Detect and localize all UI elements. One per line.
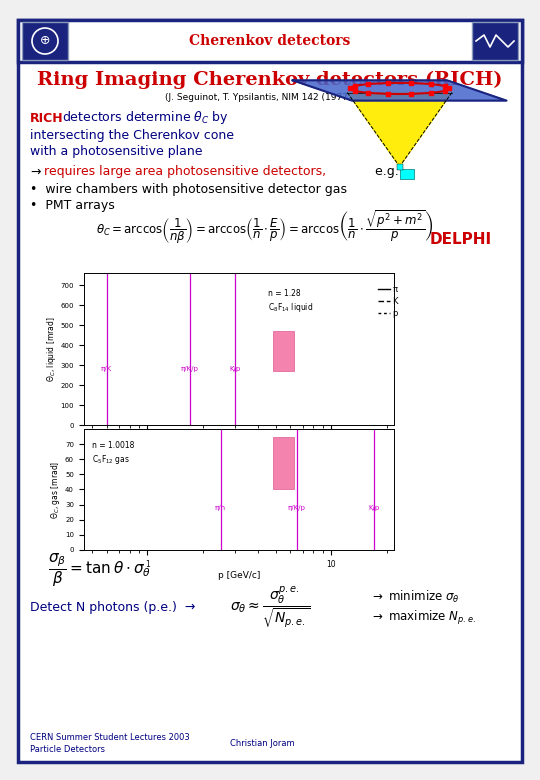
Text: $\rightarrow$ minimize $\sigma_\theta$: $\rightarrow$ minimize $\sigma_\theta$ [370, 589, 460, 605]
Text: DELPHI: DELPHI [430, 232, 492, 247]
Text: $\sigma_\theta \approx \dfrac{\sigma_\theta^{p.e.}}{\sqrt{N_{p.e.}}}$: $\sigma_\theta \approx \dfrac{\sigma_\th… [230, 585, 310, 631]
Text: $\rightarrow$ maximize $N_{p.e.}$: $\rightarrow$ maximize $N_{p.e.}$ [370, 609, 476, 627]
Text: with a photosensitive plane: with a photosensitive plane [30, 146, 202, 158]
Text: Cherenkov detectors: Cherenkov detectors [190, 34, 350, 48]
Text: C$_5$F$_{12}$ gas: C$_5$F$_{12}$ gas [92, 453, 130, 466]
Bar [400, 169, 414, 179]
Text: requires large area photosensitive detectors,: requires large area photosensitive detec… [44, 165, 326, 179]
Polygon shape [293, 80, 507, 101]
Text: n = 1.28: n = 1.28 [267, 289, 300, 298]
Text: CERN Summer Student Lectures 2003: CERN Summer Student Lectures 2003 [30, 733, 190, 743]
Text: n = 1.0018: n = 1.0018 [92, 441, 134, 450]
Text: intersecting the Cherenkov cone: intersecting the Cherenkov cone [30, 129, 234, 141]
Text: C$_8$F$_{14}$ liquid: C$_8$F$_{14}$ liquid [267, 301, 313, 314]
X-axis label: p [GeV/c]: p [GeV/c] [218, 572, 260, 580]
Text: Detect N photons (p.e.)  →: Detect N photons (p.e.) → [30, 601, 195, 615]
Text: K/p: K/p [230, 366, 241, 372]
Bar [273, 331, 294, 371]
Text: K: K [393, 296, 398, 306]
Bar [472, 22, 518, 60]
Text: ⊕: ⊕ [40, 34, 50, 48]
Text: π: π [393, 285, 397, 293]
Text: $\theta_C = \arccos\!\left(\dfrac{1}{n\beta}\right) = \arccos\!\left(\dfrac{1}{n: $\theta_C = \arccos\!\left(\dfrac{1}{n\b… [96, 208, 434, 246]
Text: Ring Imaging Cherenkov detectors (RICH): Ring Imaging Cherenkov detectors (RICH) [37, 71, 503, 89]
Y-axis label: $\Theta_C$, liquid [mrad]: $\Theta_C$, liquid [mrad] [45, 316, 58, 382]
Text: π/K/p: π/K/p [288, 505, 306, 511]
Text: detectors determine $\theta_C$ by: detectors determine $\theta_C$ by [62, 109, 229, 126]
Text: π/K/p: π/K/p [181, 366, 199, 372]
Y-axis label: $\Theta_C$, gas [mrad]: $\Theta_C$, gas [mrad] [49, 460, 62, 519]
Bar [273, 437, 294, 490]
Text: Particle Detectors: Particle Detectors [30, 746, 105, 754]
Text: (J. Seguinot, T. Ypsilantis, NIM 142 (1977) 377): (J. Seguinot, T. Ypsilantis, NIM 142 (19… [165, 93, 375, 101]
Text: K/p: K/p [368, 505, 379, 511]
Text: e.g.: e.g. [371, 165, 399, 179]
Text: $\dfrac{\sigma_\beta}{\beta} = \tan\theta \cdot \sigma_\theta$: $\dfrac{\sigma_\beta}{\beta} = \tan\thet… [48, 551, 151, 589]
Text: π/h: π/h [215, 505, 226, 511]
Text: π/K: π/K [101, 366, 112, 372]
Text: p: p [393, 309, 398, 317]
Text: •  PMT arrays: • PMT arrays [30, 200, 114, 212]
Text: •  wire chambers with photosensitive detector gas: • wire chambers with photosensitive dete… [30, 183, 347, 196]
Bar [22, 22, 68, 60]
Text: RICH: RICH [30, 112, 64, 125]
Polygon shape [347, 93, 452, 166]
Text: Christian Joram: Christian Joram [230, 739, 295, 749]
Bar [18, 20, 522, 62]
Text: →: → [30, 165, 40, 179]
